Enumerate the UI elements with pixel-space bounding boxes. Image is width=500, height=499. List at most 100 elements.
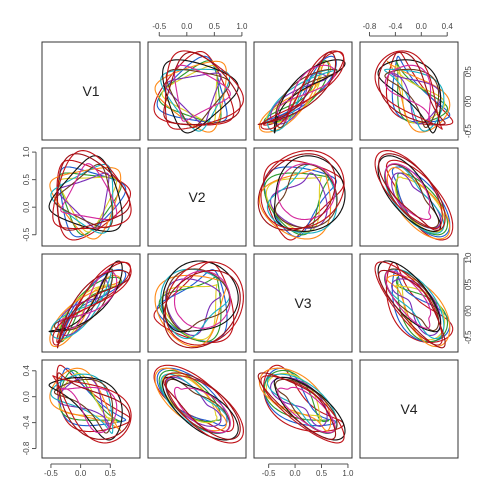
series-curve (395, 276, 449, 343)
panel-v1-v4 (359, 41, 459, 141)
series-curve (385, 261, 454, 343)
tick-label: -0.4 (388, 22, 402, 31)
panels-group: V1 V2 V3 V4 (41, 41, 459, 459)
panel-frame (147, 41, 247, 141)
series-curve (50, 373, 114, 434)
series-curve (153, 50, 235, 126)
tick-label: 0.0 (464, 95, 473, 107)
series-curve (56, 159, 132, 241)
series-curve (162, 59, 239, 134)
series-curve (52, 375, 132, 444)
panel-v1-v2 (147, 41, 247, 141)
panel-v4-v1 (41, 359, 141, 459)
series-curve (384, 163, 432, 221)
series-curve (265, 64, 322, 124)
series-curve (374, 50, 443, 130)
series-curve (173, 386, 231, 434)
series-curve (56, 269, 131, 349)
series-curve (163, 269, 241, 349)
series-curve (257, 372, 337, 440)
panel-frame (41, 147, 141, 247)
series-curve (53, 378, 114, 434)
series-curve (154, 367, 227, 432)
panel-frame (253, 41, 353, 141)
tick-label: -0.8 (363, 22, 377, 31)
panel-frame (41, 41, 141, 141)
series-curve (273, 155, 346, 232)
panel-frame (41, 359, 141, 459)
series-curve (257, 51, 337, 126)
panel-frame (359, 253, 459, 353)
series-curve (258, 367, 332, 432)
series-curve (165, 378, 231, 434)
series-curve (378, 153, 446, 231)
variable-label-v2: V2 (188, 189, 205, 205)
series-curve (60, 270, 118, 329)
series-curve (266, 373, 338, 434)
panel-frame (359, 359, 459, 459)
series-curve (158, 276, 222, 343)
tick-label: -0.5 (152, 22, 166, 31)
tick-label: 1.0 (22, 146, 31, 158)
panel-v4-v3 (253, 359, 353, 459)
series-curve (374, 150, 443, 230)
tick-label: 0.5 (105, 469, 117, 478)
tick-label: 0.5 (316, 469, 328, 478)
variable-label-v4: V4 (400, 401, 417, 417)
series-curve (386, 274, 451, 348)
variable-label-v1: V1 (82, 83, 99, 99)
series-curve (161, 284, 218, 341)
axes-group: -0.5 0.0 0.5 1.0 -0.8 -0.4 0.0 0.4 -0.5 0.0 0.5 -0.… (22, 22, 473, 478)
panel-frame (147, 253, 247, 353)
series-curve (386, 60, 451, 133)
tick-label: 0.5 (209, 22, 221, 31)
series-curve (58, 284, 118, 341)
series-curve (384, 68, 445, 132)
panel-frame (253, 253, 353, 353)
series-curve (161, 372, 218, 424)
series-curve (263, 172, 330, 236)
tick-label: 0.5 (464, 278, 473, 290)
series-curve (378, 269, 446, 349)
series-curve (385, 159, 454, 241)
panel-v2-v2: V2 (147, 147, 247, 247)
series-curve (164, 375, 244, 444)
series-curve (154, 274, 227, 348)
curves (257, 364, 346, 444)
panel-frame (359, 147, 459, 247)
curves (153, 364, 244, 444)
series-curve (162, 260, 239, 333)
panel-frame (147, 147, 247, 247)
series-curve (384, 268, 445, 340)
series-curve (384, 270, 432, 329)
tick-label: -0.5 (22, 227, 31, 241)
panel-v1-v3 (253, 41, 353, 141)
curves (48, 364, 132, 444)
series-curve (277, 386, 336, 434)
series-curve (377, 155, 442, 232)
series-curve (274, 163, 338, 229)
panel-v3-v1 (41, 253, 141, 353)
series-curve (153, 364, 235, 433)
tick-label: -0.5 (464, 124, 473, 138)
series-curve (263, 364, 345, 433)
series-curve (391, 72, 442, 125)
curves (374, 260, 454, 349)
series-curve (57, 172, 110, 229)
series-curve (164, 261, 244, 346)
series-curve (263, 367, 337, 427)
tick-label: 0.0 (290, 469, 302, 478)
panel-v2-v4 (359, 147, 459, 247)
tick-label: -0.5 (262, 469, 276, 478)
panel-v4-v2 (147, 359, 247, 459)
series-curve (391, 269, 451, 343)
series-curve (394, 176, 446, 233)
series-curve (48, 155, 123, 232)
series-curve (56, 372, 131, 440)
series-curve (258, 167, 332, 240)
tick-label: -0.8 (22, 441, 31, 455)
panel-v2-v3 (253, 147, 353, 247)
tick-label: -0.5 (44, 469, 58, 478)
series-curve (273, 59, 346, 134)
curves (153, 50, 244, 134)
